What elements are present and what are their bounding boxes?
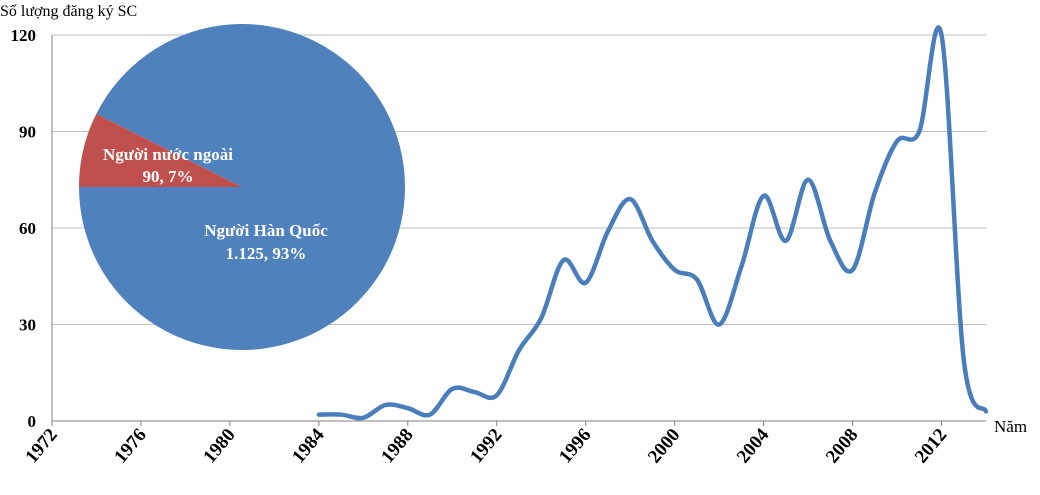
x-tick-label: 1972 xyxy=(21,425,62,468)
y-tick-label: 90 xyxy=(19,123,36,142)
x-tick-label: 2012 xyxy=(911,425,952,468)
y-tick-label: 30 xyxy=(19,316,36,335)
pie-labels: Người nước ngoài 90, 7% Người Hàn Quốc 1… xyxy=(103,145,328,263)
x-tick-label: 1988 xyxy=(377,425,418,468)
y-tick-labels: 0 30 60 90 120 xyxy=(11,26,37,431)
pie-label-korean: Người Hàn Quốc xyxy=(204,221,328,240)
y-tick-label: 120 xyxy=(11,26,37,45)
x-tick-label: 2004 xyxy=(733,424,774,467)
x-tick-label: 1996 xyxy=(555,425,596,468)
x-axis-title: Năm xyxy=(994,417,1027,436)
pie-value-foreign: 90, 7% xyxy=(143,167,194,186)
x-tick-label: 2000 xyxy=(644,425,685,468)
x-tick-labels: 1972 1976 1980 1984 1988 1992 1996 2000 2004 2008… xyxy=(21,421,951,467)
series-group xyxy=(316,25,989,421)
y-axis-title: Số lượng đăng ký SC xyxy=(0,3,137,20)
x-tick-label: 1976 xyxy=(110,425,151,468)
series-line xyxy=(316,25,989,421)
pie-label-foreign: Người nước ngoài xyxy=(103,145,233,164)
x-tick-label: 1980 xyxy=(199,425,240,468)
pie-slice-foreign xyxy=(79,113,242,187)
pie-value-korean: 1.125, 93% xyxy=(226,244,307,263)
x-tick-label: 2008 xyxy=(822,425,863,468)
y-tick-label: 60 xyxy=(19,219,36,238)
x-tick-label: 1992 xyxy=(466,425,507,468)
y-tick-label: 0 xyxy=(28,412,37,431)
x-tick-label: 1984 xyxy=(288,424,329,467)
inset-pie-chart xyxy=(79,24,405,350)
